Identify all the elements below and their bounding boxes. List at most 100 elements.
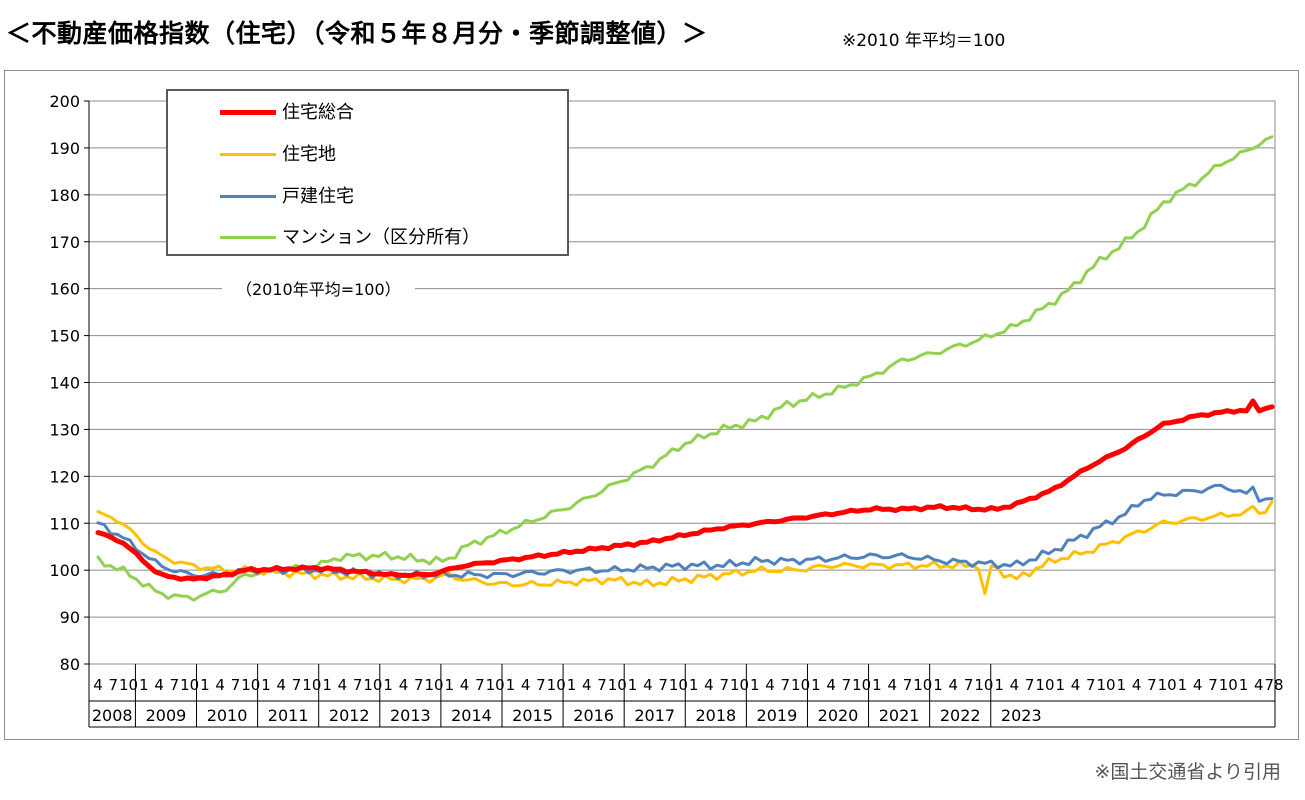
- x-year-label: 2020: [818, 706, 859, 725]
- series-line-1: [96, 500, 1274, 596]
- x-month-label: 4: [1071, 676, 1081, 694]
- x-month-label: 7: [1086, 676, 1096, 694]
- x-month-label: 1: [567, 676, 577, 694]
- x-month-label: 10: [302, 676, 321, 694]
- x-month-label: 4: [215, 676, 225, 694]
- x-month-label: 4: [338, 676, 348, 694]
- x-month-label: 7: [292, 676, 302, 694]
- x-month-label: 10: [730, 676, 749, 694]
- y-tick-label: 180: [49, 186, 80, 205]
- x-month-label: 10: [852, 676, 871, 694]
- x-year-label: 2008: [92, 706, 133, 725]
- x-month-label: 10: [974, 676, 993, 694]
- x-month-label: 1: [689, 676, 699, 694]
- x-year-label: 2010: [207, 706, 248, 725]
- x-month-label: 4: [460, 676, 470, 694]
- x-month-label: 4: [765, 676, 775, 694]
- x-month-label: 7: [719, 676, 729, 694]
- x-month-label: 1: [933, 676, 943, 694]
- index-unit-label: （2010年平均=100）: [222, 276, 415, 300]
- page-title: ＜不動産価格指数（住宅）（令和５年８月分・季節調整値）＞: [6, 19, 708, 48]
- legend-label: 住宅総合: [282, 102, 354, 123]
- x-month-label: 1: [1117, 676, 1127, 694]
- x-month-label: 4: [277, 676, 287, 694]
- x-month-label: 1: [322, 676, 332, 694]
- x-year-label: 2015: [512, 706, 553, 725]
- x-month-label: 1: [1055, 676, 1065, 694]
- source-credit: ※国土交通省より引用: [1094, 761, 1281, 783]
- x-year-label: 2014: [451, 706, 492, 725]
- x-year-label: 2013: [390, 706, 431, 725]
- x-month-label: 4: [643, 676, 653, 694]
- y-tick-label: 150: [49, 327, 80, 346]
- x-month-label: 7: [781, 676, 791, 694]
- x-year-label: 2012: [329, 706, 370, 725]
- y-tick-label: 200: [49, 92, 80, 111]
- x-month-label: 10: [241, 676, 260, 694]
- x-month-label: 7: [1025, 676, 1035, 694]
- y-tick-label: 110: [49, 514, 80, 533]
- x-month-label: 1: [750, 676, 760, 694]
- x-month-label: 1: [628, 676, 638, 694]
- x-month-label: 10: [547, 676, 566, 694]
- legend-label: 戸建住宅: [282, 186, 354, 207]
- y-tick-label: 120: [49, 467, 80, 486]
- x-month-label: 10: [119, 676, 138, 694]
- x-month-label: 4: [887, 676, 897, 694]
- legend-label: 住宅地: [282, 144, 336, 165]
- series-line-3: [96, 135, 1274, 602]
- x-month-label: 10: [1097, 676, 1116, 694]
- series-line-2: [96, 483, 1274, 581]
- legend-swatch: [220, 236, 276, 239]
- x-year-label: 2009: [146, 706, 187, 725]
- y-axis-ticks: 80 90 100 110 120 130 140 150 160 170 180 190 200: [49, 92, 90, 674]
- x-month-label: 1: [261, 676, 271, 694]
- y-tick-label: 100: [49, 561, 80, 580]
- y-tick-label: 80: [60, 655, 80, 674]
- x-month-label: 1: [872, 676, 882, 694]
- x-month-label: 10: [1219, 676, 1238, 694]
- x-year-label: 2021: [879, 706, 920, 725]
- x-year-label: 2023: [1001, 706, 1042, 725]
- x-month-label: 1: [200, 676, 210, 694]
- y-tick-label: 130: [49, 420, 80, 439]
- x-year-label: 2022: [940, 706, 981, 725]
- x-month-label: 4: [399, 676, 409, 694]
- x-year-label: 2018: [695, 706, 736, 725]
- y-tick-label: 90: [60, 608, 80, 627]
- y-tick-label: 190: [49, 139, 80, 158]
- x-month-label: 7: [658, 676, 668, 694]
- legend-label: マンション（区分所有）: [282, 227, 480, 248]
- series-line-0: [95, 398, 1275, 582]
- x-month-label: 1: [383, 676, 393, 694]
- x-month-label: 7: [475, 676, 485, 694]
- legend: 住宅総合 住宅地 戸建住宅 マンション（区分所有）: [166, 89, 569, 256]
- x-month-label: 7: [1208, 676, 1218, 694]
- y-tick-label: 140: [49, 374, 80, 393]
- x-month-label: 10: [363, 676, 382, 694]
- x-month-label: 7: [170, 676, 180, 694]
- x-month-label: 7: [597, 676, 607, 694]
- x-month-label: 1: [1178, 676, 1188, 694]
- x-month-label: 10: [486, 676, 505, 694]
- series-lines: [95, 135, 1275, 602]
- x-month-label: 10: [1035, 676, 1054, 694]
- x-month-label: 1: [994, 676, 1004, 694]
- x-month-label: 10: [608, 676, 627, 694]
- x-month-label: 4: [1193, 676, 1203, 694]
- x-year-label: 2016: [573, 706, 614, 725]
- y-tick-label: 170: [49, 233, 80, 252]
- x-month-label: 1: [139, 676, 149, 694]
- x-axis: 4 7 10 1 4 7 10 1 4 7 10 1 4 7 10 1 4 7 10 1 4 7 10 1 4 7 10 1 4 7 10 1…: [88, 664, 1284, 728]
- x-month-label: 4: [582, 676, 592, 694]
- x-month-label: 7: [414, 676, 424, 694]
- x-month-label: 1: [506, 676, 516, 694]
- x-month-label: 7: [842, 676, 852, 694]
- x-month-label: 4: [1254, 676, 1264, 694]
- x-month-label: 7: [536, 676, 546, 694]
- x-month-label: 78: [1265, 676, 1284, 694]
- x-month-label: 1: [811, 676, 821, 694]
- x-month-label: 4: [93, 676, 103, 694]
- legend-swatch: [220, 195, 276, 198]
